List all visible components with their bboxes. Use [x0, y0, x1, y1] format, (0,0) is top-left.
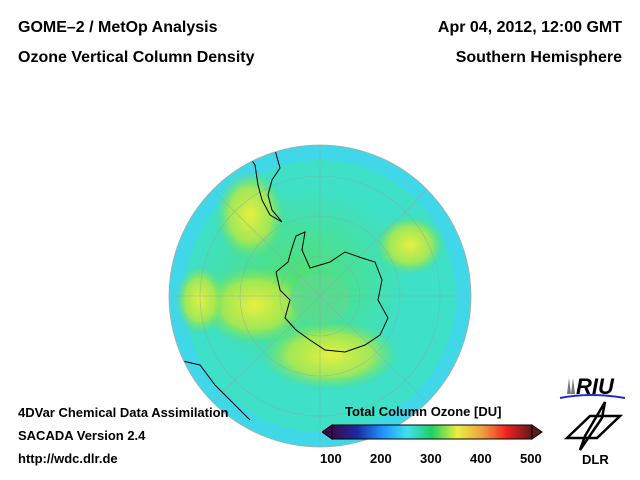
- footer-line2: SACADA Version 2.4: [18, 428, 146, 443]
- footer-url[interactable]: http://wdc.dlr.de: [18, 451, 118, 466]
- riu-logo: RIU: [559, 374, 626, 399]
- svg-text:DLR: DLR: [582, 452, 609, 467]
- colorbar-tick-label: 400: [470, 451, 492, 466]
- colorbar-title: Total Column Ozone [DU]: [345, 404, 502, 419]
- colorbar-low-arrow: [322, 424, 333, 440]
- antarctica-outline: [275, 231, 389, 353]
- colorbar-tick-label: 200: [370, 451, 392, 466]
- globe: [169, 145, 471, 447]
- south-america-outline: [244, 145, 283, 223]
- title-line1: GOME–2 / MetOp Analysis: [18, 19, 218, 36]
- colorbar-tick-label: 100: [320, 451, 342, 466]
- footer-line1: 4DVar Chemical Data Assimilation: [18, 405, 229, 420]
- region-label: Southern Hemisphere: [455, 49, 622, 66]
- date-label: Apr 04, 2012, 12:00 GMT: [437, 19, 622, 36]
- title-line2: Ozone Vertical Column Density: [18, 49, 255, 66]
- australia-outline: [177, 359, 251, 421]
- colorbar: [322, 424, 543, 440]
- colorbar-high-arrow: [531, 424, 543, 440]
- dlr-logo: DLR: [563, 401, 624, 467]
- colorbar-gradient: [331, 424, 533, 440]
- colorbar-tick-label: 500: [520, 451, 542, 466]
- colorbar-tick-label: 300: [420, 451, 442, 466]
